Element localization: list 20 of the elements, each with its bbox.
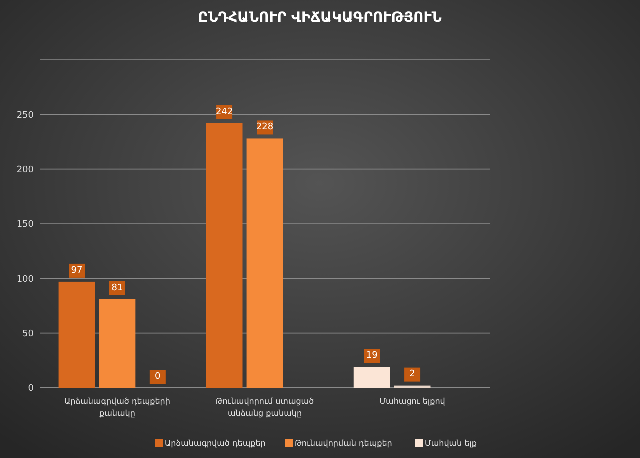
chart-title: ԸՆԴՀԱՆՈՒՐ ՎԻՃԱԿԱԳՐՈՒԹՅՈՒՆ — [198, 10, 442, 26]
legend-label: Թունավորման դեպքեր — [295, 439, 392, 448]
y-tick-label: 0 — [28, 384, 34, 394]
x-tick-label: Արձանագրված դեպքերի քանակը — [64, 397, 170, 418]
y-tick-label: 200 — [16, 165, 34, 176]
data-label: 2 — [410, 370, 416, 380]
x-tick-label: Մահացու ելքով — [380, 397, 446, 406]
legend-label: Մահվան ելք — [425, 439, 478, 448]
data-label: 81 — [112, 283, 124, 294]
data-label: 19 — [366, 351, 378, 362]
data-label: 242 — [216, 107, 234, 118]
y-tick-label: 100 — [16, 274, 34, 285]
y-tick-label: 150 — [16, 220, 34, 230]
y-tick-label: 50 — [22, 329, 34, 340]
legend-label: Արձանագրված դեպքեր — [165, 439, 266, 448]
data-label: 228 — [256, 122, 274, 133]
data-label: 0 — [155, 372, 162, 382]
y-tick-label: 250 — [16, 110, 34, 121]
x-tick-label: Թունավորում ստացած անձանց քանակը — [216, 397, 314, 418]
data-label: 97 — [71, 266, 83, 276]
